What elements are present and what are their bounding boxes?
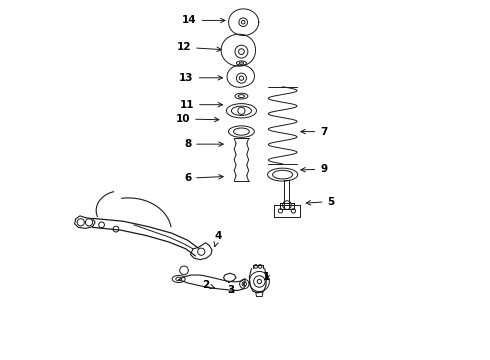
- Text: 2: 2: [202, 280, 215, 290]
- Text: 5: 5: [306, 197, 335, 207]
- Text: 6: 6: [184, 173, 223, 183]
- Text: 14: 14: [182, 15, 225, 26]
- Text: 13: 13: [179, 73, 222, 83]
- Text: 8: 8: [184, 139, 223, 149]
- Text: 4: 4: [214, 231, 222, 247]
- Text: 11: 11: [180, 100, 222, 110]
- Text: 10: 10: [176, 114, 219, 124]
- Text: 7: 7: [301, 127, 328, 136]
- Text: 12: 12: [177, 42, 221, 52]
- Text: 3: 3: [227, 285, 234, 295]
- Text: 1: 1: [263, 272, 270, 282]
- Text: 9: 9: [301, 164, 327, 174]
